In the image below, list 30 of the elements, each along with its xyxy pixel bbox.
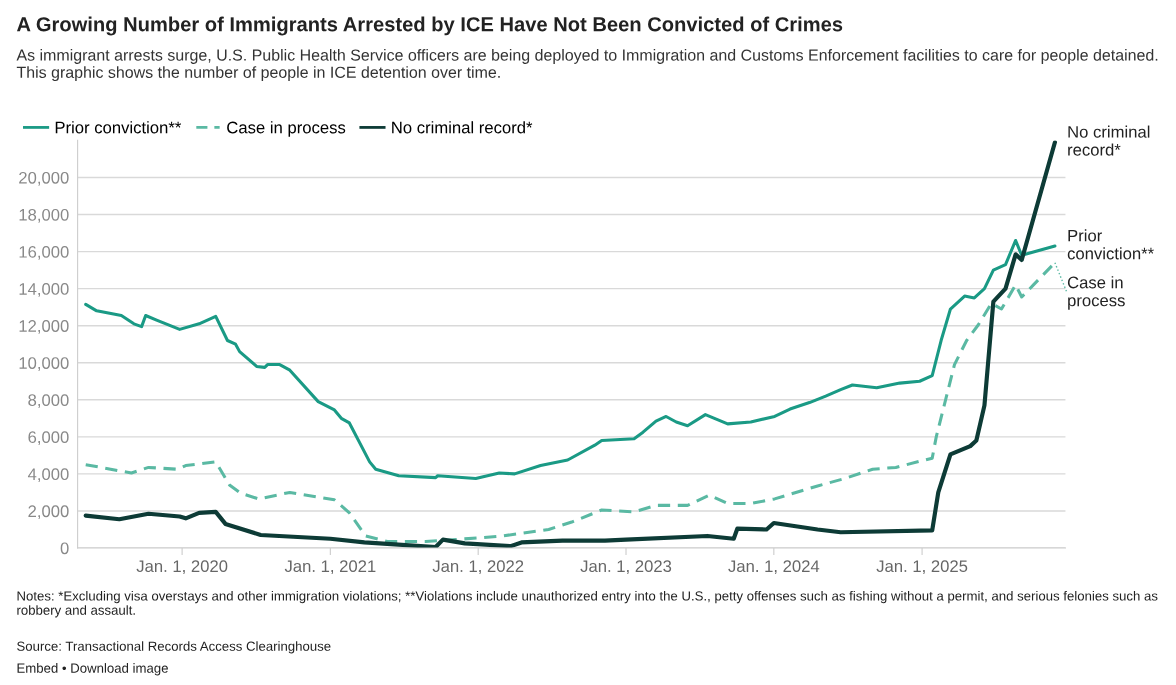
legend-label: No criminal record* xyxy=(392,121,533,134)
chart-title: A Growing Number of Immigrants Arrested by ICE Have Not Been Convicted of Crimes xyxy=(16,16,843,36)
text: Prior conviction** xyxy=(1067,229,1154,260)
x-tick-label: Jan. 1, 2025 xyxy=(876,560,968,575)
y-tick-label: 2,000 xyxy=(28,505,69,520)
line-series xyxy=(84,238,1057,481)
text: Case in process xyxy=(227,121,346,137)
y-tick-label: 16,000 xyxy=(19,245,69,260)
y-tick-label: 20,000 xyxy=(19,171,69,186)
y-tick-label: 6,000 xyxy=(28,431,69,446)
text: Embed • Download image xyxy=(17,663,168,676)
y-tick-label: 12,000 xyxy=(19,320,69,334)
x-tick-label: Jan. 1, 2022 xyxy=(432,560,524,575)
source-note: Source: Transactional Records Access Clearinghouse xyxy=(17,641,331,654)
legend-label: Case in process xyxy=(1067,276,1125,310)
y-tick-label: 0 xyxy=(60,542,69,555)
y-tick-label: 8,000 xyxy=(28,394,69,408)
x-tick-label: Jan. 1, 2024 xyxy=(728,560,820,575)
x-tick-label: Jan. 1, 2023 xyxy=(580,560,672,575)
line-series xyxy=(83,140,1058,548)
text: No criminal record* xyxy=(1068,125,1150,156)
x-tick-label: Jan. 1, 2021 xyxy=(284,560,376,575)
y-tick-label: 4,000 xyxy=(27,468,69,483)
y-tick-label: 18,000 xyxy=(19,208,69,223)
chart-subtitle: As immigrant arrests surge, U.S. Public Health Service officers are being deployed to Immigration and Customs Enforcement facilities to care for people detained. This graphic shows the number of people in ICE detention over time. xyxy=(16,49,1158,82)
legend-label: Prior conviction** xyxy=(55,121,182,134)
text: Notes: *Excluding visa overstays and other immigration violations; **Violations include unauthorized entry into the U.S., petty offenses such as fishing without a permit, and serious felonies such as robbery and assault. xyxy=(17,590,1158,618)
y-tick-label: 10,000 xyxy=(19,357,69,371)
y-tick-label: 14,000 xyxy=(19,283,69,297)
x-tick-label: Jan. 1, 2020 xyxy=(136,560,228,575)
